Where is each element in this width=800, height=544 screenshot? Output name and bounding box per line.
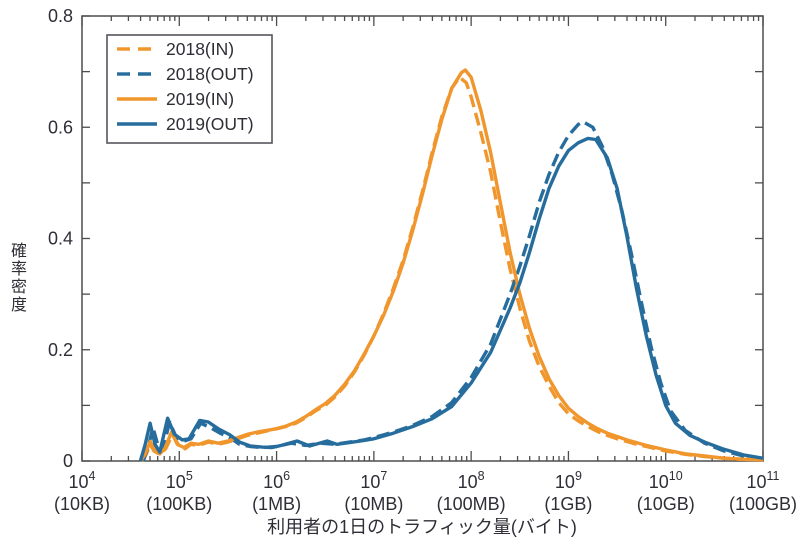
- x-tick-label: 1011: [746, 469, 779, 492]
- x-tick-bytes-label: (100GB): [729, 494, 797, 514]
- y-tick-label: 0.8: [48, 6, 73, 26]
- y-tick-label: 0.4: [48, 229, 73, 249]
- legend-label: 2018(IN): [166, 39, 234, 59]
- y-axis-title-char: 確: [11, 242, 27, 260]
- x-tick-bytes-label: (10KB): [54, 494, 110, 514]
- x-tick-label: 105: [166, 469, 193, 492]
- x-tick-bytes-label: (100MB): [437, 494, 506, 514]
- curve-2019-out-: [138, 136, 764, 462]
- x-tick-label: 107: [360, 469, 387, 492]
- x-tick-label: 1010: [649, 469, 683, 492]
- x-tick-label: 106: [263, 469, 290, 492]
- legend-label: 2019(OUT): [166, 114, 254, 134]
- x-tick-bytes-label: (1MB): [252, 494, 301, 514]
- y-axis-title-char: 密: [11, 278, 27, 296]
- y-tick-label: 0.6: [48, 117, 73, 137]
- y-tick-label: 0.2: [48, 340, 73, 360]
- x-tick-bytes-label: (10GB): [637, 494, 695, 514]
- legend-label: 2018(OUT): [166, 64, 254, 84]
- curve-2019-in-: [139, 68, 764, 462]
- y-axis-title-char: 度: [11, 296, 27, 314]
- x-tick-label: 108: [458, 469, 485, 492]
- x-tick-label: 109: [555, 469, 582, 492]
- x-tick-bytes-label: (1GB): [544, 494, 592, 514]
- x-tick-bytes-label: (10MB): [344, 494, 403, 514]
- x-axis-title: 利用者の1日のトラフィック量(バイト): [267, 517, 577, 537]
- x-tick-label: 104: [69, 469, 96, 492]
- x-tick-bytes-label: (100KB): [146, 494, 212, 514]
- y-axis-title-char: 率: [11, 260, 27, 278]
- y-tick-label: 0: [63, 451, 73, 471]
- legend-label: 2019(IN): [166, 89, 234, 109]
